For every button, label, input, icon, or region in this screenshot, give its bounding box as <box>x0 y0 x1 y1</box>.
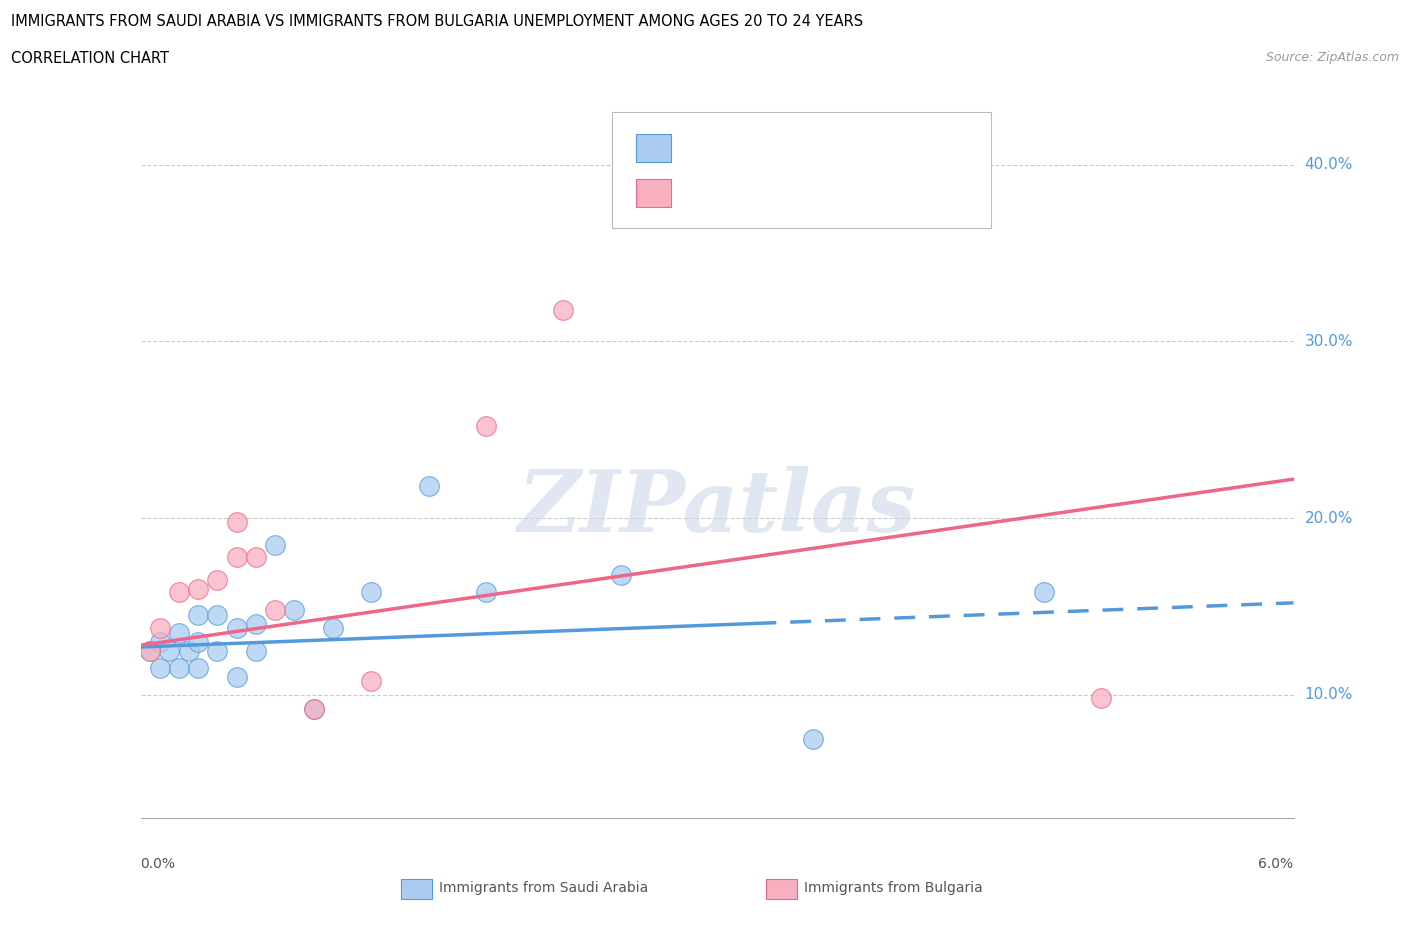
Point <box>149 620 172 635</box>
Text: Immigrants from Saudi Arabia: Immigrants from Saudi Arabia <box>439 881 648 896</box>
Point <box>302 701 325 716</box>
Point <box>322 620 344 635</box>
Point <box>245 617 267 631</box>
Text: 10.0%: 10.0% <box>1305 687 1353 702</box>
Point <box>139 644 162 658</box>
Point <box>245 550 267 565</box>
Point <box>801 731 824 746</box>
Point <box>207 608 229 623</box>
Point <box>475 585 498 600</box>
Point <box>225 514 247 529</box>
Point <box>475 418 498 433</box>
Point <box>167 585 190 600</box>
Text: 6.0%: 6.0% <box>1258 857 1294 871</box>
Text: 26: 26 <box>835 140 858 157</box>
Point <box>139 644 162 658</box>
Point <box>225 620 247 635</box>
Point <box>553 302 575 317</box>
Text: 14: 14 <box>835 184 858 202</box>
Point <box>177 644 200 658</box>
Point <box>418 479 440 494</box>
Text: CORRELATION CHART: CORRELATION CHART <box>11 51 169 66</box>
Point <box>187 608 209 623</box>
Point <box>207 572 229 588</box>
Text: ZIPatlas: ZIPatlas <box>517 466 917 549</box>
Point <box>187 581 209 596</box>
Point <box>1032 585 1054 600</box>
Point <box>1090 691 1112 706</box>
Point <box>187 660 209 675</box>
Point <box>360 585 382 600</box>
Point <box>225 670 247 684</box>
Text: Immigrants from Bulgaria: Immigrants from Bulgaria <box>804 881 983 896</box>
Text: 20.0%: 20.0% <box>1305 511 1353 525</box>
Point <box>264 603 287 618</box>
Point <box>360 673 382 688</box>
Text: N =: N = <box>783 184 831 202</box>
Point <box>225 550 247 565</box>
Text: 30.0%: 30.0% <box>1305 334 1353 349</box>
Point <box>167 625 190 640</box>
Point <box>187 634 209 649</box>
Text: R =: R = <box>685 140 721 157</box>
Text: Source: ZipAtlas.com: Source: ZipAtlas.com <box>1265 51 1399 64</box>
Point <box>167 660 190 675</box>
Point <box>159 644 180 658</box>
Point <box>245 644 267 658</box>
Point <box>149 634 172 649</box>
Point <box>264 538 287 552</box>
Text: N =: N = <box>783 140 831 157</box>
Text: 40.0%: 40.0% <box>1305 157 1353 172</box>
Text: IMMIGRANTS FROM SAUDI ARABIA VS IMMIGRANTS FROM BULGARIA UNEMPLOYMENT AMONG AGES: IMMIGRANTS FROM SAUDI ARABIA VS IMMIGRAN… <box>11 14 863 29</box>
Text: 0.323: 0.323 <box>731 184 785 202</box>
Text: R =: R = <box>685 184 721 202</box>
Point <box>610 567 633 582</box>
Point <box>149 660 172 675</box>
Point <box>207 644 229 658</box>
Text: 0.123: 0.123 <box>731 140 783 157</box>
Text: 0.0%: 0.0% <box>141 857 176 871</box>
Point <box>302 701 325 716</box>
Point <box>283 603 305 618</box>
